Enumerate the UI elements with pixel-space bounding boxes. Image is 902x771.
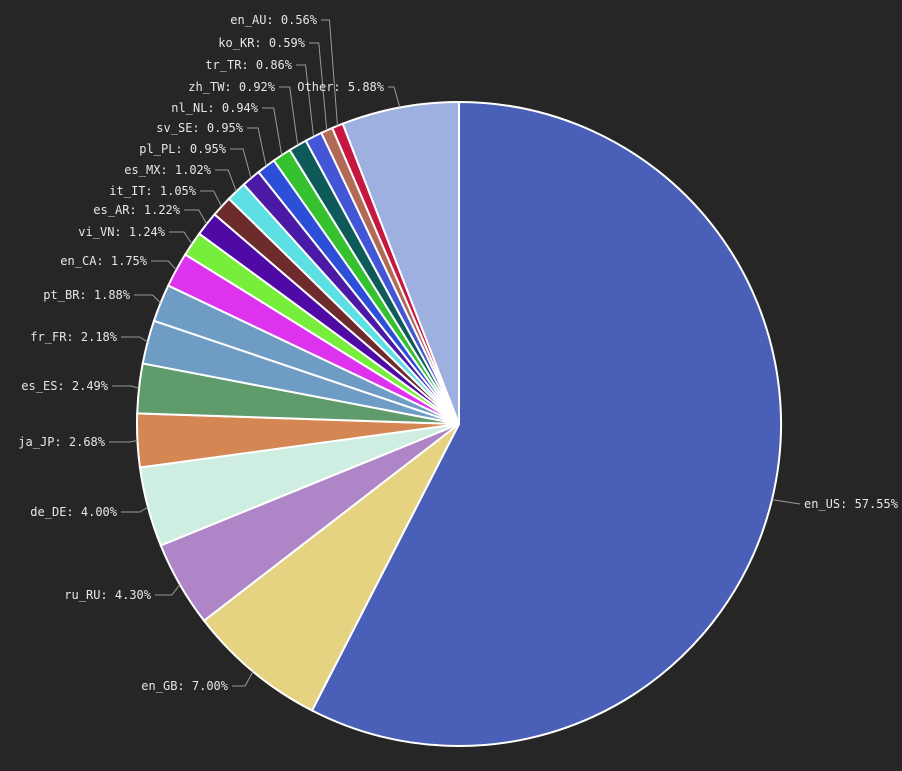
slice-label-it-it: it_IT: 1.05% [109,184,196,198]
slice-label-sv-se: sv_SE: 0.95% [156,121,243,135]
slice-label-nl-nl: nl_NL: 0.94% [171,101,258,115]
leader-line-en-au [321,19,338,126]
slice-label-es-mx: es_MX: 1.02% [124,163,211,177]
leader-line-other [388,86,401,108]
leader-line-vi-vn [169,231,193,245]
leader-line-pt-br [134,294,161,304]
leader-line-en-ca [151,260,177,271]
slice-label-es-ar: es_AR: 1.22% [93,203,180,217]
leader-line-de-de [121,506,149,513]
slice-label-ko-kr: ko_KR: 0.59% [218,36,305,50]
leader-line-en-us [771,499,801,505]
slice-label-pt-br: pt_BR: 1.88% [43,288,130,302]
leader-line-zh-tw [279,86,299,146]
slice-label-en-us: en_US: 57.55% [804,497,899,511]
slice-label-fr-fr: fr_FR: 2.18% [30,330,117,344]
leader-line-ko-kr [309,42,328,131]
slice-label-en-au: en_AU: 0.56% [230,13,317,27]
leader-line-tr-tr [296,64,315,137]
slice-label-other: Other: 5.88% [297,80,384,94]
label-leaders [109,19,801,687]
leader-line-es-es [112,385,140,389]
slice-label-en-ca: en_CA: 1.75% [60,254,147,268]
slice-label-es-es: es_ES: 2.49% [21,379,108,393]
slice-label-zh-tw: zh_TW: 0.92% [188,80,275,94]
pie-slice-en-us [310,100,782,747]
leader-line-it-it [200,190,223,207]
leader-line-ja-jp [109,440,138,443]
slice-label-vi-vn: vi_VN: 1.24% [78,225,165,239]
leader-line-es-mx [215,169,237,192]
leader-line-pl-pl [230,148,252,179]
slice-label-ja-jp: ja_JP: 2.68% [18,435,105,449]
slice-label-de-de: de_DE: 4.00% [30,505,117,519]
leader-line-en-gb [232,671,254,687]
pie-slices [136,100,782,747]
leader-line-fr-fr [121,336,148,343]
slice-label-pl-pl: pl_PL: 0.95% [139,142,226,156]
leader-line-es-ar [184,209,208,225]
slice-label-ru-ru: ru_RU: 4.30% [64,588,151,602]
slice-label-en-gb: en_GB: 7.00% [141,679,228,693]
leader-line-nl-nl [262,107,283,156]
leader-line-sv-se [247,127,267,167]
slice-label-tr-tr: tr_TR: 0.86% [205,58,292,72]
leader-line-ru-ru [155,584,181,596]
slice-labels: en_US: 57.55% en_GB: 7.00% ru_RU: 4.30% de_… [18,13,898,693]
